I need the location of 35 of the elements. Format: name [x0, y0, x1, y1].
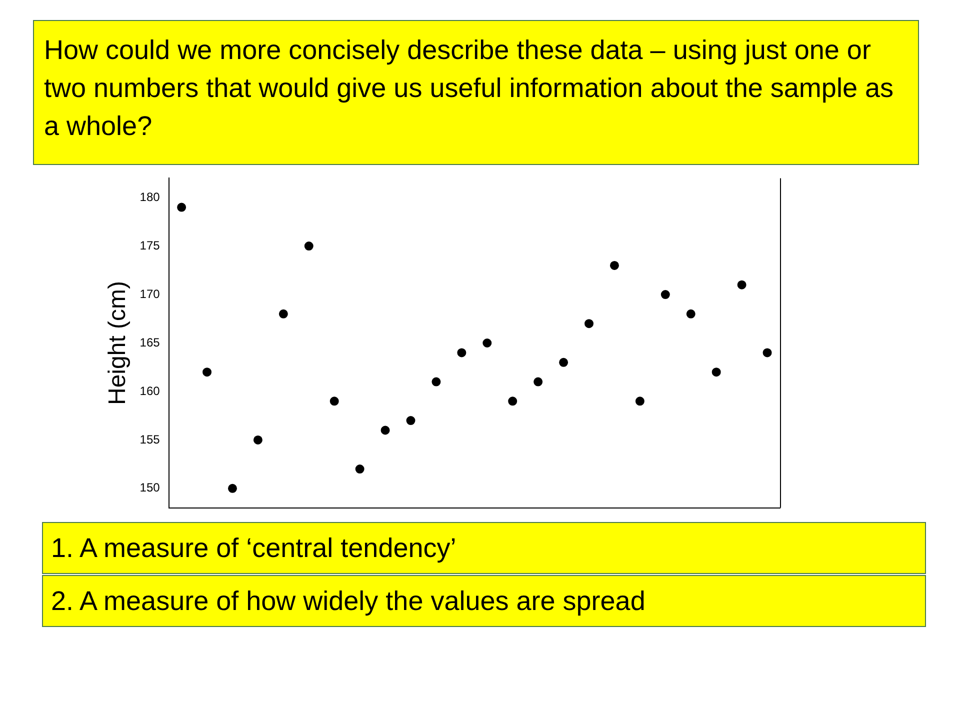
- point: [635, 396, 644, 406]
- point: [253, 435, 262, 444]
- y-tick-label: 165: [140, 335, 160, 350]
- point: [610, 260, 619, 270]
- y-tick-label: 170: [140, 286, 160, 301]
- point: [762, 348, 772, 358]
- y-tick-label: 150: [140, 480, 160, 495]
- point: [304, 242, 314, 251]
- point: [355, 464, 364, 474]
- point: [584, 319, 594, 328]
- point: [534, 377, 543, 386]
- text: 2. A measure of how widely the values are spread: [42, 575, 926, 627]
- point: [228, 484, 237, 493]
- point: [177, 202, 186, 212]
- y-axis-title: Height (cm): [104, 280, 132, 406]
- point: [559, 358, 568, 367]
- point: [508, 396, 518, 406]
- point: [432, 377, 441, 386]
- point: [202, 368, 212, 377]
- point: [278, 309, 288, 318]
- point: [406, 416, 416, 426]
- point: [330, 396, 339, 406]
- chart-title: How could we more concisely describe these data – using just one or two numbers that would give us useful information about the sample as a whole?: [33, 20, 919, 165]
- y-tick-label: 155: [140, 432, 160, 446]
- point: [380, 426, 390, 435]
- point: [686, 309, 696, 318]
- text: 1. A measure of ‘central tendency’: [42, 522, 926, 574]
- point: [457, 348, 466, 358]
- point: [712, 368, 721, 377]
- point: [737, 280, 746, 290]
- y-tick-label: 175: [140, 238, 160, 252]
- y-tick-label: 180: [140, 190, 160, 204]
- point: [660, 290, 670, 300]
- y-tick-label: 160: [140, 384, 160, 398]
- point: [482, 338, 492, 348]
